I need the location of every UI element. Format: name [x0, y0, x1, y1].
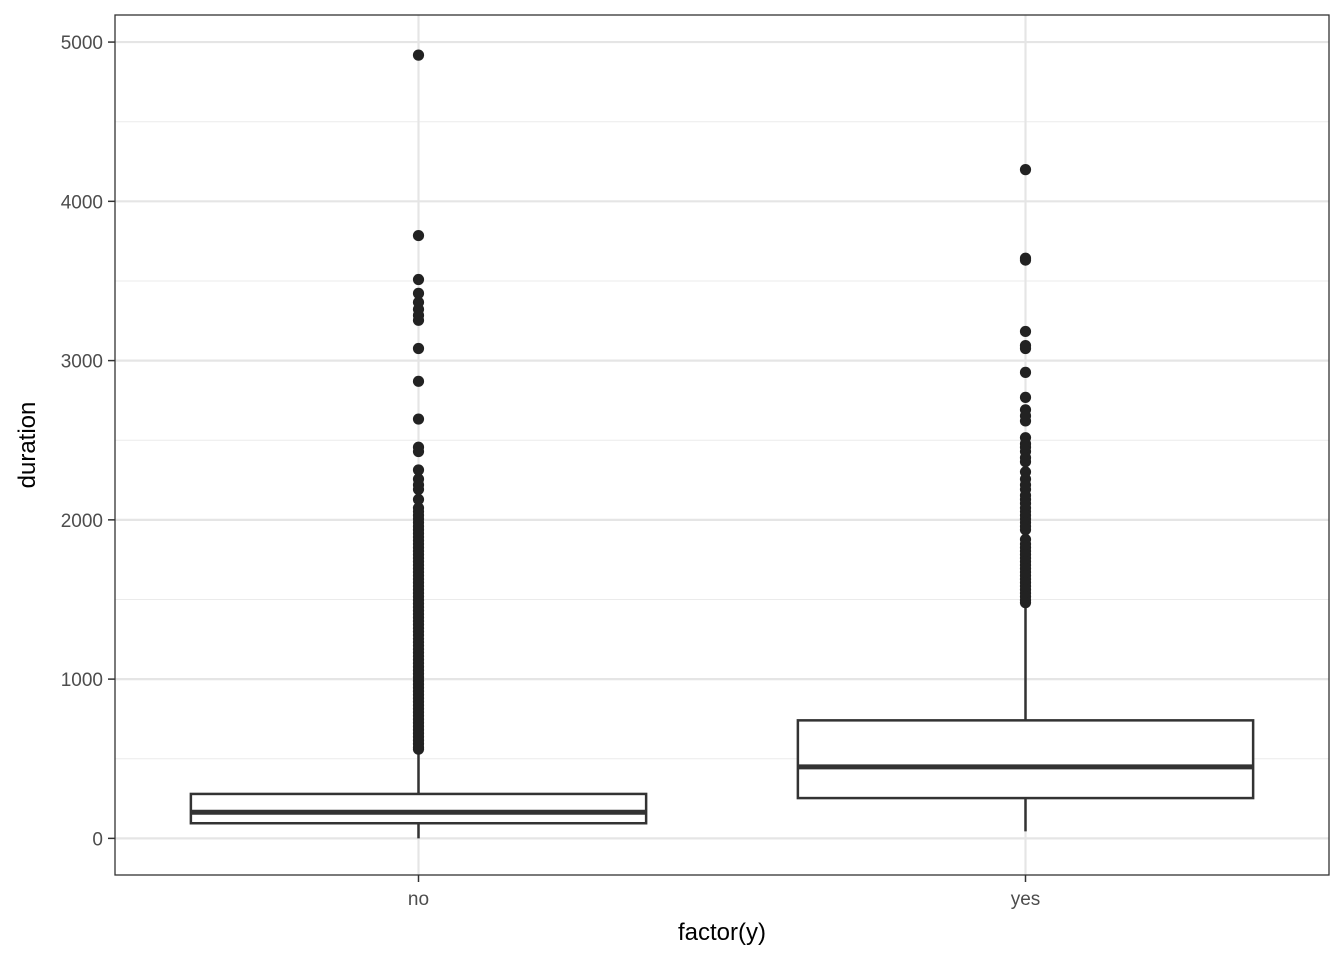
- y-axis-title: duration: [14, 402, 41, 489]
- outlier-point: [412, 287, 425, 299]
- outlier-point: [412, 314, 425, 326]
- iqr-box: [796, 719, 1255, 800]
- outlier-point: [412, 413, 425, 425]
- y-tick-label: 4000: [61, 192, 103, 213]
- outlier-point: [412, 445, 425, 458]
- outlier-point: [412, 375, 425, 387]
- outlier-point: [1019, 164, 1032, 176]
- iqr-box: [189, 792, 648, 825]
- axes: 0 1000 2000 3000 4000 5000 no yes: [61, 33, 1041, 910]
- outlier-point: [1019, 342, 1032, 355]
- outlier-point: [412, 743, 425, 755]
- y-tick-label: 2000: [61, 511, 103, 532]
- outlier-point: [1019, 597, 1032, 609]
- outlier-point: [1019, 254, 1032, 266]
- outlier-point: [412, 464, 425, 476]
- y-tick-label: 1000: [61, 670, 103, 691]
- box-no: [189, 49, 648, 839]
- box-yes: [796, 164, 1255, 832]
- outlier-point: [1019, 391, 1032, 403]
- y-tick-label: 5000: [61, 33, 103, 54]
- outlier-point: [1019, 524, 1032, 536]
- outlier-point: [1019, 456, 1032, 468]
- outlier-point: [412, 229, 425, 242]
- y-tick-label: 0: [92, 829, 103, 850]
- outlier-point: [412, 273, 425, 286]
- x-tick-label: yes: [1011, 889, 1041, 910]
- outlier-point: [1019, 325, 1032, 338]
- outlier-point: [412, 342, 425, 355]
- x-tick-label: no: [408, 889, 429, 910]
- boxes: [189, 49, 1255, 839]
- panel-border: [114, 14, 1330, 876]
- outlier-point: [412, 49, 425, 61]
- grid-lines: [115, 15, 1329, 875]
- outlier-point: [1019, 415, 1032, 427]
- x-axis-title: factor(y): [678, 919, 766, 946]
- outlier-point: [412, 483, 425, 496]
- outlier-point: [1019, 366, 1032, 378]
- y-tick-label: 3000: [61, 352, 103, 373]
- outlier-point: [412, 493, 425, 506]
